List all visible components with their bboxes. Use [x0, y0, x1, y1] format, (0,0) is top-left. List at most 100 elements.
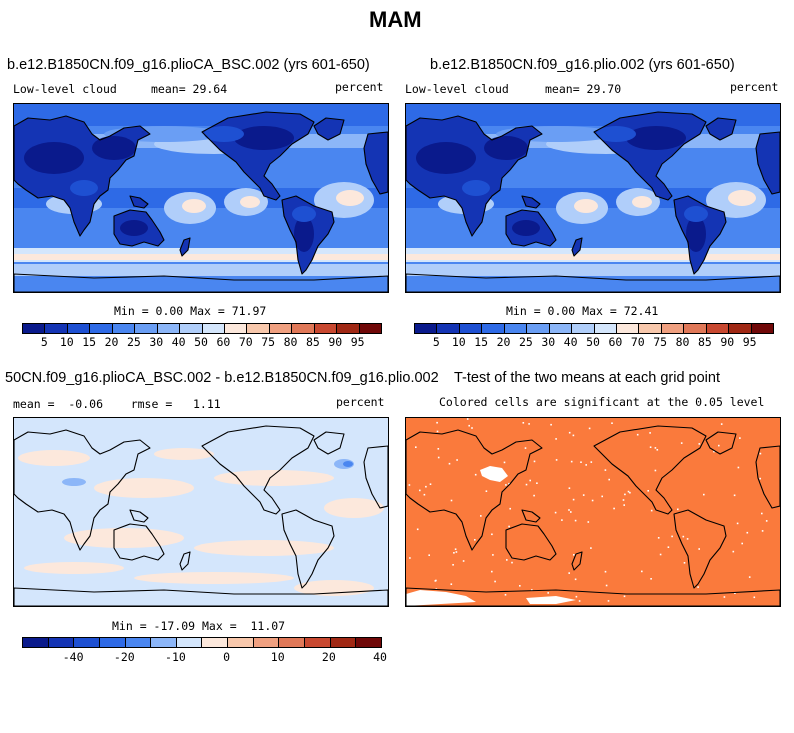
- coastline: [673, 195, 727, 275]
- field-contour: [240, 196, 260, 208]
- coastline: [281, 509, 335, 589]
- insignificant-cell: [533, 494, 535, 497]
- insignificant-cell: [656, 449, 659, 451]
- insignificant-cell: [509, 507, 511, 510]
- insignificant-cell: [436, 421, 438, 424]
- insignificant-cell: [623, 504, 625, 506]
- field-contour: [728, 190, 756, 206]
- coastline: [406, 115, 543, 237]
- panel3-mean-rmse: mean = -0.06 rmse = 1.11: [13, 397, 221, 411]
- colorbar-tick-label: 70: [630, 335, 645, 349]
- coastline: [505, 209, 557, 247]
- insignificant-cell: [720, 423, 723, 425]
- insignificant-cell: [759, 477, 761, 480]
- colorbar-swatch: [751, 324, 773, 333]
- insignificant-cell: [741, 542, 743, 545]
- field-contour: [214, 470, 334, 486]
- insignificant-cell: [746, 531, 749, 534]
- insignificant-cell: [555, 459, 558, 461]
- coastline: [363, 445, 388, 509]
- insignificant-cell: [654, 447, 657, 449]
- insignificant-cell: [682, 535, 685, 538]
- insignificant-cell: [761, 512, 763, 515]
- insignificant-cell: [622, 499, 625, 501]
- insignificant-cell: [437, 448, 440, 450]
- insignificant-cell: [734, 592, 736, 594]
- colorbar-tick-label: 15: [474, 335, 489, 349]
- colorbar-tick-label: 85: [305, 335, 320, 349]
- colorbar-swatch: [279, 638, 306, 647]
- insignificant-cell: [671, 535, 673, 538]
- colorbar-tick-label: 60: [608, 335, 623, 349]
- colorbar-swatch: [253, 638, 280, 647]
- insignificant-cell: [718, 444, 720, 447]
- colorbar-tick-label: 10: [270, 650, 285, 664]
- colorbar-tick-label: -10: [165, 650, 186, 664]
- insignificant-cell: [686, 538, 689, 540]
- coastline: [113, 523, 165, 561]
- field-contour: [632, 196, 652, 208]
- panel1-min-max: Min = 0.00 Max = 71.97: [114, 304, 267, 318]
- coastline: [14, 273, 388, 292]
- colorbar-tick-label: 20: [104, 335, 119, 349]
- colorbar-swatch: [616, 324, 640, 333]
- insignificant-cell: [733, 494, 736, 497]
- colorbar-swatch: [356, 638, 381, 647]
- insignificant-cell: [587, 521, 590, 523]
- insignificant-cell: [580, 461, 582, 463]
- insignificant-cell: [429, 483, 432, 485]
- insignificant-cell: [578, 600, 581, 602]
- insignificant-cell: [605, 584, 608, 587]
- field-contour: [18, 450, 90, 466]
- insignificant-cell: [452, 564, 454, 566]
- panel3-units-label: percent: [336, 395, 385, 409]
- panel1-map: [13, 103, 389, 293]
- panel2-mean-label: mean= 29.70: [545, 82, 622, 96]
- colorbar-swatch: [151, 638, 177, 647]
- insignificant-cell: [450, 499, 453, 502]
- figure-title: MAM: [369, 7, 422, 32]
- insignificant-cell: [454, 548, 457, 550]
- insignificant-cell: [555, 438, 557, 440]
- insignificant-cell: [627, 490, 630, 493]
- land-fill: [364, 132, 388, 194]
- field-contour: [70, 180, 98, 196]
- land-fill: [572, 238, 582, 256]
- coastline: [129, 509, 149, 523]
- insignificant-cell: [436, 430, 439, 433]
- insignificant-cell: [737, 466, 740, 469]
- insignificant-cell: [624, 493, 626, 496]
- insignificant-cell: [636, 433, 639, 436]
- panel3-min-max: Min = -17.09 Max = 11.07: [112, 619, 286, 633]
- insignificant-cell: [568, 487, 571, 489]
- insignificant-cell: [570, 460, 573, 463]
- insignificant-cell: [572, 498, 575, 501]
- insignificant-cell: [524, 447, 527, 449]
- insignificant-cell: [647, 490, 649, 492]
- panel1-colorbar: [22, 323, 382, 334]
- colorbar-swatch: [224, 324, 248, 333]
- insignificant-cell: [494, 580, 496, 583]
- field-contour: [343, 461, 353, 467]
- field-contour: [134, 572, 294, 584]
- insignificant-cell: [698, 548, 700, 550]
- colorbar-swatch: [359, 324, 381, 333]
- field-contour: [294, 216, 314, 252]
- field-contour: [626, 126, 686, 150]
- colorbar-tick-label: 60: [216, 335, 231, 349]
- colorbar-tick-label: 75: [261, 335, 276, 349]
- insignificant-cell: [508, 482, 510, 485]
- colorbar-swatch: [202, 638, 229, 647]
- colorbar-swatch: [639, 324, 662, 333]
- insignificant-cell: [703, 493, 705, 496]
- panel2-colorbar: [414, 323, 774, 334]
- coastline: [363, 131, 388, 195]
- insignificant-cell: [503, 461, 506, 464]
- panel4-map: [405, 417, 781, 607]
- panel3-colorbar: [22, 637, 382, 648]
- insignificant-cell: [573, 554, 575, 556]
- insignificant-cell: [492, 554, 494, 556]
- insignificant-cell: [525, 483, 528, 486]
- colorbar-swatch: [437, 324, 460, 333]
- insignificant-cell: [550, 423, 552, 426]
